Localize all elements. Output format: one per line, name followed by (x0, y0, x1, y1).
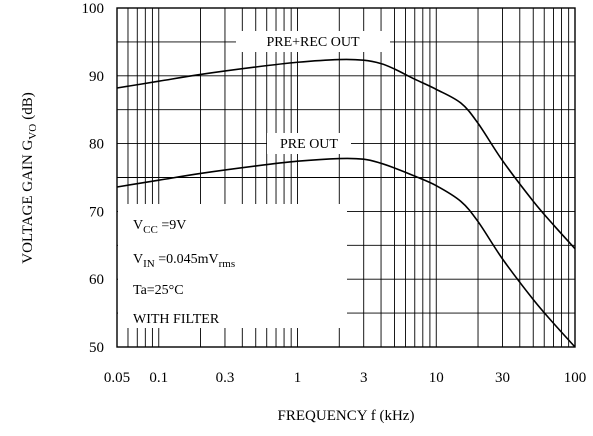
y-tick-label: 50 (89, 340, 104, 356)
x-tick-label: 0.05 (104, 370, 130, 386)
y-tick-label: 80 (89, 137, 104, 153)
series-label-pre-out: PRE OUT (280, 137, 338, 152)
condition-filter: WITH FILTER (133, 312, 220, 327)
condition-ta: Ta=25°C (133, 283, 184, 298)
series-label-bg (267, 133, 351, 154)
condition-vcc: VCC =9V (133, 218, 186, 236)
curve-pre-rec-out (116, 58, 576, 250)
x-tick-label: 30 (495, 370, 510, 386)
y-tick-label: 70 (89, 204, 104, 220)
x-tick-label: 1 (294, 370, 302, 386)
y-tick-label: 90 (89, 69, 104, 85)
y-tick-label: 60 (89, 272, 104, 288)
x-tick-label: 10 (429, 370, 444, 386)
series-label-bg (236, 31, 390, 52)
x-tick-label: 100 (564, 370, 587, 386)
y-tick-label: 100 (82, 1, 105, 17)
x-tick-label: 0.3 (216, 370, 235, 386)
tick-labels: 0.05 0.1 0.3 1 3 10 30 100 50 60 70 80 90 100 (82, 1, 587, 386)
x-tick-label: 3 (360, 370, 368, 386)
plot-frame (116, 7, 576, 348)
y-axis-title: VOLTAGE GAIN GVO(dB) (20, 92, 39, 263)
condition-vin: VIN =0.045mVrms (133, 252, 235, 270)
curve-pre-out (116, 157, 576, 348)
series-label-backgrounds (236, 31, 390, 154)
x-tick-label: 0.1 (149, 370, 168, 386)
series-label-pre-rec-out: PRE+REC OUT (266, 35, 360, 50)
conditions-box (118, 204, 347, 328)
x-axis-title: FREQUENCY f (kHz) (278, 408, 415, 424)
curves (116, 58, 576, 348)
